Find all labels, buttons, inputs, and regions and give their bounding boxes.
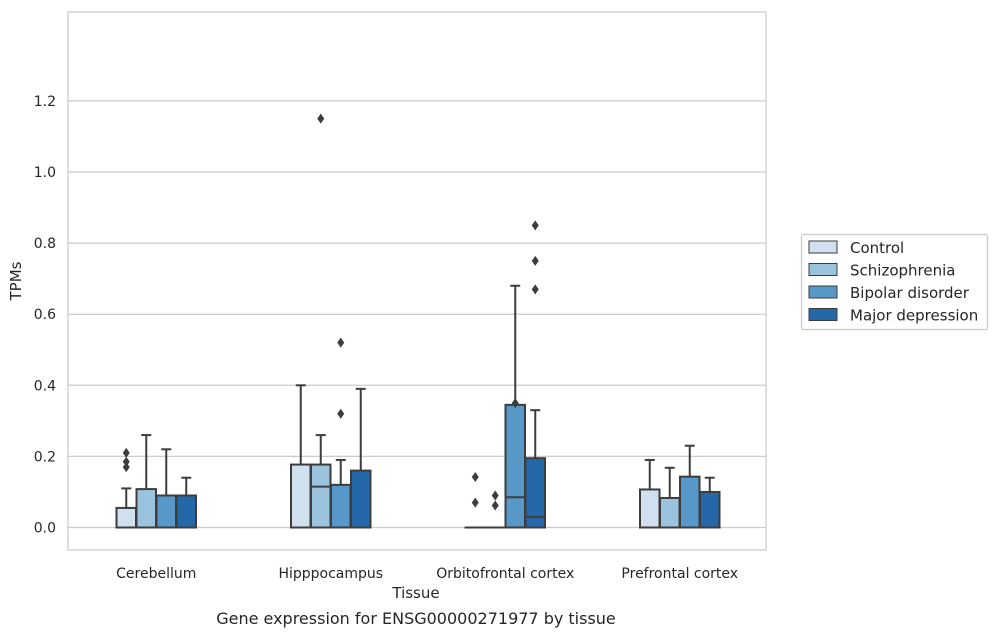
- box: [504, 403, 526, 529]
- outlier-point: [531, 220, 539, 231]
- box: [330, 483, 352, 529]
- box-group: [464, 472, 486, 529]
- legend-label: Control: [850, 239, 904, 257]
- outlier-point: [471, 472, 479, 483]
- legend-label: Schizophrenia: [850, 262, 955, 280]
- y-tick-label: 0.8: [34, 236, 56, 252]
- box: [290, 463, 312, 529]
- box: [524, 457, 546, 529]
- gridlines: [68, 100, 766, 529]
- legend-swatch: [808, 308, 838, 321]
- outlier-point: [337, 337, 345, 348]
- box: [115, 506, 137, 529]
- legend-label: Bipolar disorder: [850, 284, 970, 302]
- box: [659, 496, 681, 529]
- box-group: [524, 220, 546, 529]
- x-tick-label: Cerebellum: [116, 566, 196, 582]
- box-group: [155, 448, 177, 529]
- box: [639, 488, 661, 529]
- x-tick-label: Hipppocampus: [278, 566, 383, 582]
- chart-caption: Gene expression for ENSG00000271977 by t…: [216, 609, 616, 628]
- box-group: [115, 447, 137, 529]
- box: [155, 494, 177, 529]
- outlier-point: [337, 408, 345, 419]
- legend-swatch: [808, 240, 838, 254]
- y-tick-label: 0.0: [34, 521, 56, 537]
- outlier-point: [317, 113, 325, 124]
- x-axis-label: Tissue: [391, 584, 439, 602]
- box: [310, 463, 332, 529]
- y-axis-ticks: 0.0 0.2 0.4 0.6 0.8 1.0 1.2: [34, 94, 56, 537]
- outlier-point: [491, 500, 499, 511]
- box-group: [135, 434, 157, 529]
- box-group: [699, 476, 721, 529]
- x-tick-label: Prefrontal cortex: [621, 566, 738, 582]
- outlier-point: [531, 255, 539, 266]
- box-group: [310, 113, 332, 529]
- box-plots: [115, 113, 721, 529]
- box-group: [659, 466, 681, 529]
- y-tick-label: 0.2: [34, 449, 56, 465]
- y-axis-label: TPMs: [7, 261, 25, 301]
- box-group: [639, 458, 661, 529]
- legend-frame: [800, 233, 989, 331]
- legend-swatch: [808, 285, 838, 299]
- box: [350, 469, 372, 529]
- outlier-point: [511, 398, 519, 409]
- legend-label: Major depression: [850, 307, 978, 325]
- box-group: [330, 337, 352, 529]
- x-tick-label: Orbitofrontal cortex: [436, 566, 574, 582]
- outlier-point: [122, 456, 130, 467]
- y-tick-label: 0.4: [34, 378, 56, 394]
- outlier-point: [122, 462, 130, 473]
- plot-frame: [67, 11, 767, 551]
- box: [175, 494, 197, 529]
- outlier-point: [531, 284, 539, 295]
- box: [135, 488, 157, 529]
- y-tick-label: 1.2: [34, 94, 56, 110]
- box-group: [175, 476, 197, 529]
- box: [699, 490, 721, 529]
- outlier-point: [122, 447, 130, 458]
- box: [679, 475, 701, 529]
- outlier-point: [491, 490, 499, 501]
- legend: Control Schizophrenia Bipolar disorder Majo…: [800, 233, 989, 331]
- outlier-point: [471, 497, 479, 508]
- box-group: [484, 490, 506, 529]
- x-axis-ticks: Cerebellum Hipppocampus Orbitofrontal cort…: [116, 566, 738, 582]
- y-tick-label: 0.6: [34, 307, 56, 323]
- legend-swatch: [808, 263, 838, 276]
- box-group: [504, 284, 526, 529]
- box-group: [679, 444, 701, 529]
- y-tick-label: 1.0: [34, 165, 56, 181]
- box-group: [350, 387, 372, 529]
